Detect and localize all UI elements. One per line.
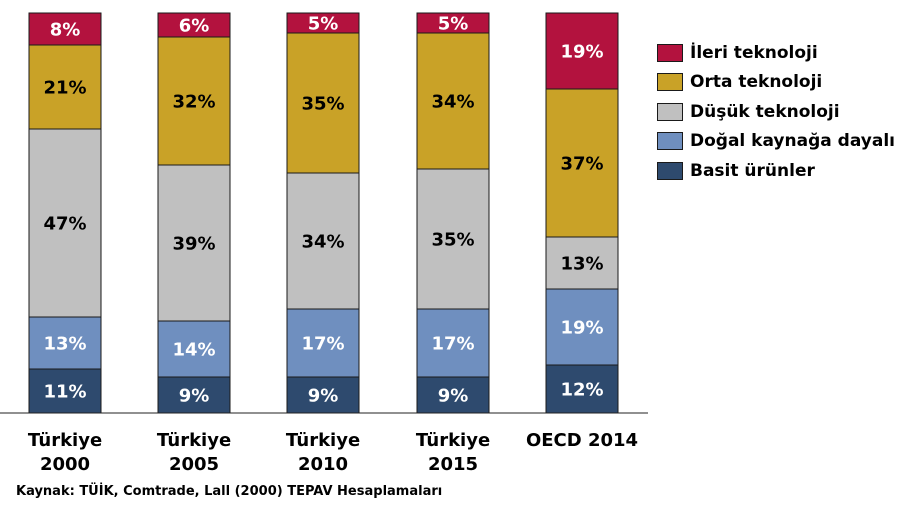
data-label: 34% xyxy=(301,232,344,253)
bar-segment xyxy=(416,168,490,310)
data-label: 9% xyxy=(438,386,469,407)
bar-segment xyxy=(286,172,360,310)
data-label: 17% xyxy=(431,334,474,355)
category-label: 2005 xyxy=(169,454,219,475)
bar-segment xyxy=(286,12,360,34)
category-label: 2015 xyxy=(428,454,478,475)
data-label: 19% xyxy=(560,318,603,339)
legend-swatch xyxy=(657,132,683,151)
data-label: 9% xyxy=(308,386,339,407)
data-label: 9% xyxy=(179,386,210,407)
data-label: 11% xyxy=(43,382,86,403)
bar-segment xyxy=(157,36,231,166)
data-label: 17% xyxy=(301,334,344,355)
data-label: 34% xyxy=(431,92,474,113)
data-label: 32% xyxy=(172,92,215,113)
source-note: Kaynak: TÜİK, Comtrade, Lall (2000) TEPA… xyxy=(16,484,443,499)
bar-segment xyxy=(416,308,490,378)
bar-segment xyxy=(157,164,231,322)
legend-item: İleri teknoloji xyxy=(657,38,895,68)
bar-segment xyxy=(28,368,102,414)
legend-item: Doğal kaynağa dayalı xyxy=(657,127,895,157)
data-label: 5% xyxy=(308,14,339,35)
category-label: OECD 2014 xyxy=(526,430,638,451)
bar-segment xyxy=(286,308,360,378)
legend-item: Düşük teknoloji xyxy=(657,97,895,127)
legend-label: İleri teknoloji xyxy=(690,42,818,63)
data-label: 35% xyxy=(431,230,474,251)
bar-segment xyxy=(28,316,102,370)
data-label: 37% xyxy=(560,154,603,175)
bar-segment xyxy=(28,128,102,318)
data-label: 14% xyxy=(172,340,215,361)
data-label: 6% xyxy=(179,16,210,37)
data-label: 13% xyxy=(43,334,86,355)
category-label: Türkiye xyxy=(286,430,360,451)
legend-label: Düşük teknoloji xyxy=(690,101,840,122)
data-label: 13% xyxy=(560,254,603,275)
data-label: 5% xyxy=(438,14,469,35)
category-label: Türkiye xyxy=(28,430,102,451)
legend-item: Orta teknoloji xyxy=(657,68,895,98)
bar-segment xyxy=(545,364,619,414)
bar-segment xyxy=(28,12,102,46)
bar-segment xyxy=(157,320,231,378)
category-label: Türkiye xyxy=(157,430,231,451)
bar-segment xyxy=(545,12,619,90)
legend-label: Orta teknoloji xyxy=(690,72,823,93)
bar-segment xyxy=(416,32,490,170)
data-label: 47% xyxy=(43,214,86,235)
category-label: 2000 xyxy=(40,454,90,475)
bar-segment xyxy=(157,376,231,414)
data-label: 35% xyxy=(301,94,344,115)
bar-segment xyxy=(416,12,490,34)
legend: İleri teknoloji Orta teknoloji Düşük tekno… xyxy=(657,38,895,186)
legend-swatch xyxy=(657,102,683,121)
data-label: 19% xyxy=(560,42,603,63)
legend-swatch xyxy=(657,161,683,180)
legend-item: Basit ürünler xyxy=(657,156,895,186)
category-label: Türkiye xyxy=(416,430,490,451)
data-label: 39% xyxy=(172,234,215,255)
bar-segment xyxy=(286,376,360,414)
legend-swatch xyxy=(657,43,683,62)
bar-segment xyxy=(157,12,231,38)
legend-label: Doğal kaynağa dayalı xyxy=(690,131,895,152)
category-label: 2010 xyxy=(298,454,348,475)
legend-swatch xyxy=(657,73,683,92)
data-label: 21% xyxy=(43,78,86,99)
bar-segment xyxy=(545,288,619,366)
data-label: 8% xyxy=(50,20,81,41)
bar-segment xyxy=(286,32,360,174)
bar-segment xyxy=(545,236,619,290)
legend-label: Basit ürünler xyxy=(690,160,815,181)
bar-segment xyxy=(545,88,619,238)
data-label: 12% xyxy=(560,380,603,401)
